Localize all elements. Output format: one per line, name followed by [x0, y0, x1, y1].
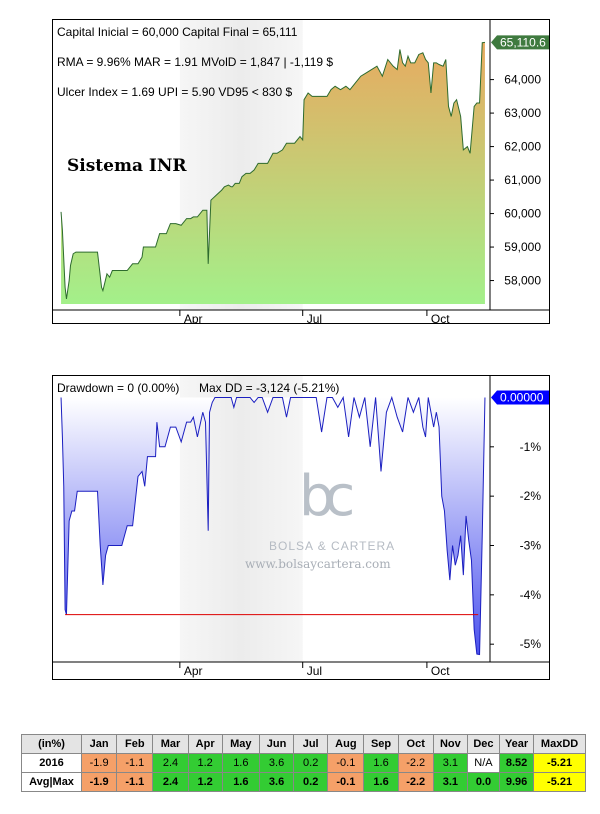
- row-label: 2016: [20, 753, 83, 773]
- y-tick-label: 60,000: [504, 207, 541, 221]
- table-cell: 1.6: [363, 772, 399, 792]
- table-cell: -0.1: [327, 772, 365, 792]
- equity-chart: 58,000 59,000 60,000 61,000 62,000 63,000 64,0…: [53, 20, 549, 323]
- series-area: [61, 397, 485, 655]
- equity-stat-line-3: Ulcer Index = 1.69 UPI = 5.90 VD95 < 830…: [57, 85, 293, 99]
- header-cell: Apr: [187, 734, 223, 754]
- drawdown-stat-max: Max DD = -3,124 (-5.21%): [199, 381, 340, 395]
- equity-stat-line-2: RMA = 9.96% MAR = 1.91 MVolD = 1,847 | -…: [57, 55, 334, 69]
- y-tick-label: 63,000: [504, 106, 541, 120]
- table-cell: -2.2: [397, 753, 434, 773]
- y-tick-label: 58,000: [504, 274, 541, 288]
- last-value-badge: [491, 35, 549, 50]
- x-tick-label: Apr: [184, 312, 203, 323]
- table-cell: 0.0: [466, 772, 501, 792]
- x-tick-label: Oct: [431, 312, 450, 323]
- table-cell: 1.2: [187, 772, 223, 792]
- table-cell: -1.9: [81, 772, 118, 792]
- table-cell: 3.6: [258, 772, 295, 792]
- last-value-label: 0.00000: [500, 390, 544, 404]
- y-tick-label: 61,000: [504, 173, 541, 187]
- watermark-logo: bc: [299, 464, 355, 529]
- x-tick-label: Jul: [307, 312, 322, 323]
- header-cell: Jan: [81, 734, 118, 754]
- header-cell: Sep: [363, 734, 399, 754]
- table-header-row: (in%) Jan Feb Mar Apr May Jun Jul Aug Se…: [20, 734, 586, 754]
- row-label: Avg|Max: [20, 772, 83, 792]
- drawdown-chart-panel: -1% -2% -3% -4% -5% Apr Jul Oct 0.00000 Drawdo…: [52, 375, 550, 680]
- series-area: [61, 42, 485, 305]
- header-cell: MaxDD: [533, 734, 586, 754]
- y-tick-label: -3%: [520, 538, 542, 552]
- header-cell: Mar: [152, 734, 189, 754]
- table-cell: -5.21: [533, 753, 586, 773]
- x-tick-label: Jul: [307, 664, 322, 678]
- header-cell: Aug: [327, 734, 365, 754]
- last-value-badge: [491, 390, 549, 405]
- table-cell: 3.1: [432, 753, 468, 773]
- table-cell: 3.1: [432, 772, 468, 792]
- x-tick-label: Oct: [431, 664, 450, 678]
- equity-chart-panel: 58,000 59,000 60,000 61,000 62,000 63,000 64,0…: [52, 19, 550, 324]
- table-cell: 1.2: [187, 753, 223, 773]
- table-cell: 1.6: [363, 753, 399, 773]
- series-line: [60, 395, 486, 656]
- table-cell: -2.2: [397, 772, 434, 792]
- table-cell: 1.6: [221, 753, 260, 773]
- table-cell: -0.1: [327, 753, 365, 773]
- table-row: 2016 -1.9 -1.1 2.4 1.2 1.6 3.6 0.2 -0.1 …: [20, 753, 586, 773]
- y-tick-label: 64,000: [504, 73, 541, 87]
- header-cell: Jun: [258, 734, 295, 754]
- y-tick-label: -4%: [520, 588, 542, 602]
- table-row: Avg|Max -1.9 -1.1 2.4 1.2 1.6 3.6 0.2 -0…: [20, 772, 586, 792]
- drawdown-stat-current: Drawdown = 0 (0.00%): [57, 381, 180, 395]
- header-cell: Oct: [397, 734, 434, 754]
- table-cell: -5.21: [533, 772, 586, 792]
- header-cell: (in%): [20, 734, 83, 754]
- table-cell: 2.4: [152, 753, 189, 773]
- series-line: [60, 41, 486, 300]
- table-cell: 9.96: [498, 772, 535, 792]
- table-cell: 3.6: [258, 753, 295, 773]
- x-tick-label: Apr: [184, 664, 203, 678]
- header-cell: Jul: [293, 734, 329, 754]
- table-cell: 0.2: [293, 753, 329, 773]
- table-cell: 8.52: [498, 753, 535, 773]
- y-tick-label: -2%: [520, 489, 542, 503]
- table-cell: 2.4: [152, 772, 189, 792]
- table-cell: -1.9: [81, 753, 118, 773]
- table-cell: 1.6: [221, 772, 260, 792]
- header-cell: Feb: [116, 734, 154, 754]
- header-cell: Year: [498, 734, 535, 754]
- header-cell: Dec: [466, 734, 501, 754]
- equity-stat-line-1: Capital Inicial = 60,000 Capital Final =…: [57, 25, 298, 39]
- watermark-url: www.bolsaycartera.com: [245, 557, 391, 571]
- table-cell: -1.1: [116, 772, 154, 792]
- last-value-label: 65,110.6: [500, 35, 546, 49]
- watermark-name: BOLSA & CARTERA: [269, 539, 396, 553]
- table-cell: 0.2: [293, 772, 329, 792]
- header-cell: Nov: [432, 734, 468, 754]
- table-cell: N/A: [466, 753, 501, 773]
- y-tick-label: 62,000: [504, 140, 541, 154]
- monthly-returns-table: (in%) Jan Feb Mar Apr May Jun Jul Aug Se…: [20, 734, 586, 792]
- system-title: Sistema INR: [67, 156, 187, 176]
- y-tick-label: 59,000: [504, 240, 541, 254]
- drawdown-chart: -1% -2% -3% -4% -5% Apr Jul Oct 0.00000: [53, 376, 549, 678]
- header-cell: May: [221, 734, 260, 754]
- y-tick-label: -5%: [520, 637, 542, 651]
- table-cell: -1.1: [116, 753, 154, 773]
- y-tick-label: -1%: [520, 440, 542, 454]
